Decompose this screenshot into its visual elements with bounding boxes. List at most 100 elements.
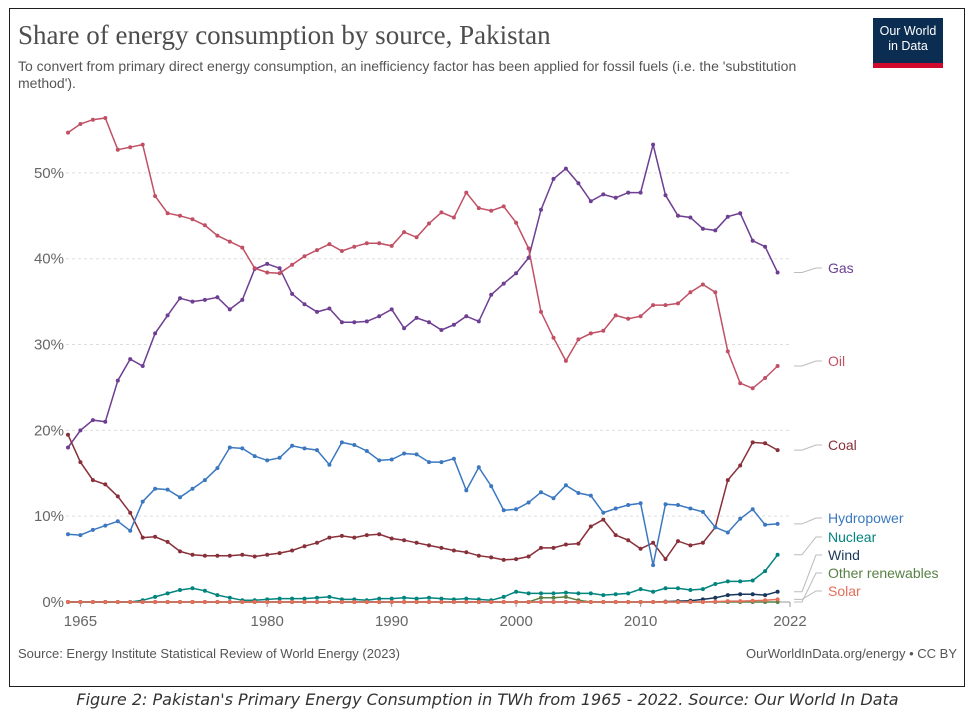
legend-label-hydropower: Hydropower [828,510,904,526]
point-coal-1990 [389,536,394,541]
point-oil-1998 [489,208,494,213]
legend-label-nuclear: Nuclear [828,529,877,545]
point-oil-2000 [514,220,519,225]
point-coal-1971 [153,534,158,539]
chart-title: Share of energy consumption by source, P… [18,20,551,50]
point-nuclear-2009 [626,591,631,596]
point-solar-1992 [414,600,419,604]
point-coal-2005 [576,541,581,546]
point-oil-2019 [750,386,755,391]
point-gas-1978 [240,297,245,302]
point-solar-1994 [439,600,444,604]
point-hydropower-2007 [601,510,606,515]
point-coal-1984 [315,540,319,545]
point-coal-1999 [501,557,506,562]
point-oil-1997 [476,206,481,211]
point-solar-2017 [725,599,730,604]
point-coal-1970 [140,535,145,540]
point-nuclear-1977 [227,595,232,600]
point-hydropower-2017 [725,530,730,535]
point-hydropower-1975 [202,478,207,483]
legend-connector-coal [794,444,822,451]
point-nuclear-1976 [215,593,220,598]
point-solar-1997 [476,600,481,604]
point-coal-1964 [66,432,70,437]
y-tick-label: 40% [34,251,64,268]
point-hydropower-2014 [688,506,693,511]
point-nuclear-2014 [688,588,693,592]
y-tick-label: 50% [34,165,64,182]
point-hydropower-1994 [439,460,444,465]
point-solar-1977 [227,600,232,604]
point-gas-2014 [688,215,693,220]
point-solar-1993 [427,600,431,604]
point-oil-1992 [414,235,419,240]
point-gas-1968 [115,378,120,383]
point-nuclear-2000 [514,589,519,594]
point-gas-1987 [352,320,357,325]
point-solar-1967 [103,600,108,604]
point-coal-1976 [215,553,220,558]
point-coal-1981 [277,551,282,556]
point-solar-1968 [115,600,120,604]
point-solar-1981 [277,600,282,604]
point-gas-2007 [601,192,606,197]
y-tick-label: 30% [34,337,64,354]
point-coal-2017 [725,478,730,483]
point-solar-2008 [613,600,618,604]
point-gas-1964 [66,445,70,450]
point-gas-1988 [364,319,369,324]
point-solar-2011 [651,600,656,604]
point-oil-1964 [66,130,70,135]
legend-connector-oil [794,360,822,367]
point-coal-1979 [252,554,257,559]
point-oil-1994 [439,210,444,215]
owid-logo[interactable]: Our World in Data [873,18,943,68]
point-gas-2021 [775,270,780,275]
point-coal-2020 [763,441,768,446]
point-hydropower-2004 [563,483,568,488]
point-solar-1972 [165,600,170,604]
point-gas-1981 [277,266,282,271]
point-solar-1966 [90,600,95,604]
point-solar-2014 [688,600,693,604]
point-solar-1986 [339,600,344,604]
point-oil-1973 [178,213,182,218]
point-hydropower-1971 [153,486,158,491]
legend-connector-hydropower [794,517,822,525]
point-nuclear-1999 [501,594,506,599]
license-link[interactable]: OurWorldInData.org/energy • CC BY [746,646,957,661]
point-coal-1998 [489,555,494,560]
point-oil-2004 [563,358,568,363]
point-nuclear-2001 [526,591,531,596]
point-coal-1978 [240,552,245,557]
point-oil-1976 [215,233,220,238]
source-note[interactable]: Source: Energy Institute Statistical Rev… [18,646,400,661]
point-solar-1988 [364,600,369,604]
point-nuclear-1990 [389,596,394,601]
point-hydropower-2005 [576,491,581,495]
point-coal-2004 [563,542,568,547]
point-oil-2009 [626,316,631,321]
legend-label-coal: Coal [828,437,857,453]
point-solar-1995 [451,600,456,604]
point-gas-1977 [227,307,232,312]
point-solar-1983 [302,600,307,604]
point-hydropower-1974 [190,486,195,491]
figure-caption: Figure 2: Pakistan's Primary Energy Cons… [76,690,899,709]
point-hydropower-1976 [215,466,220,471]
point-nuclear-2021 [775,552,780,557]
point-nuclear-2004 [563,590,568,595]
series-line-oil [67,117,779,390]
point-oil-2005 [576,337,581,342]
point-hydropower-1970 [140,499,145,504]
point-hydropower-1992 [414,452,419,457]
chart-frame [9,8,965,687]
point-oil-1991 [402,230,407,235]
point-coal-1992 [414,540,419,545]
legend-connector-wind [794,554,822,593]
point-oil-2010 [638,314,643,319]
x-tick-label: 1965 [64,613,97,630]
point-coal-1983 [302,544,307,549]
